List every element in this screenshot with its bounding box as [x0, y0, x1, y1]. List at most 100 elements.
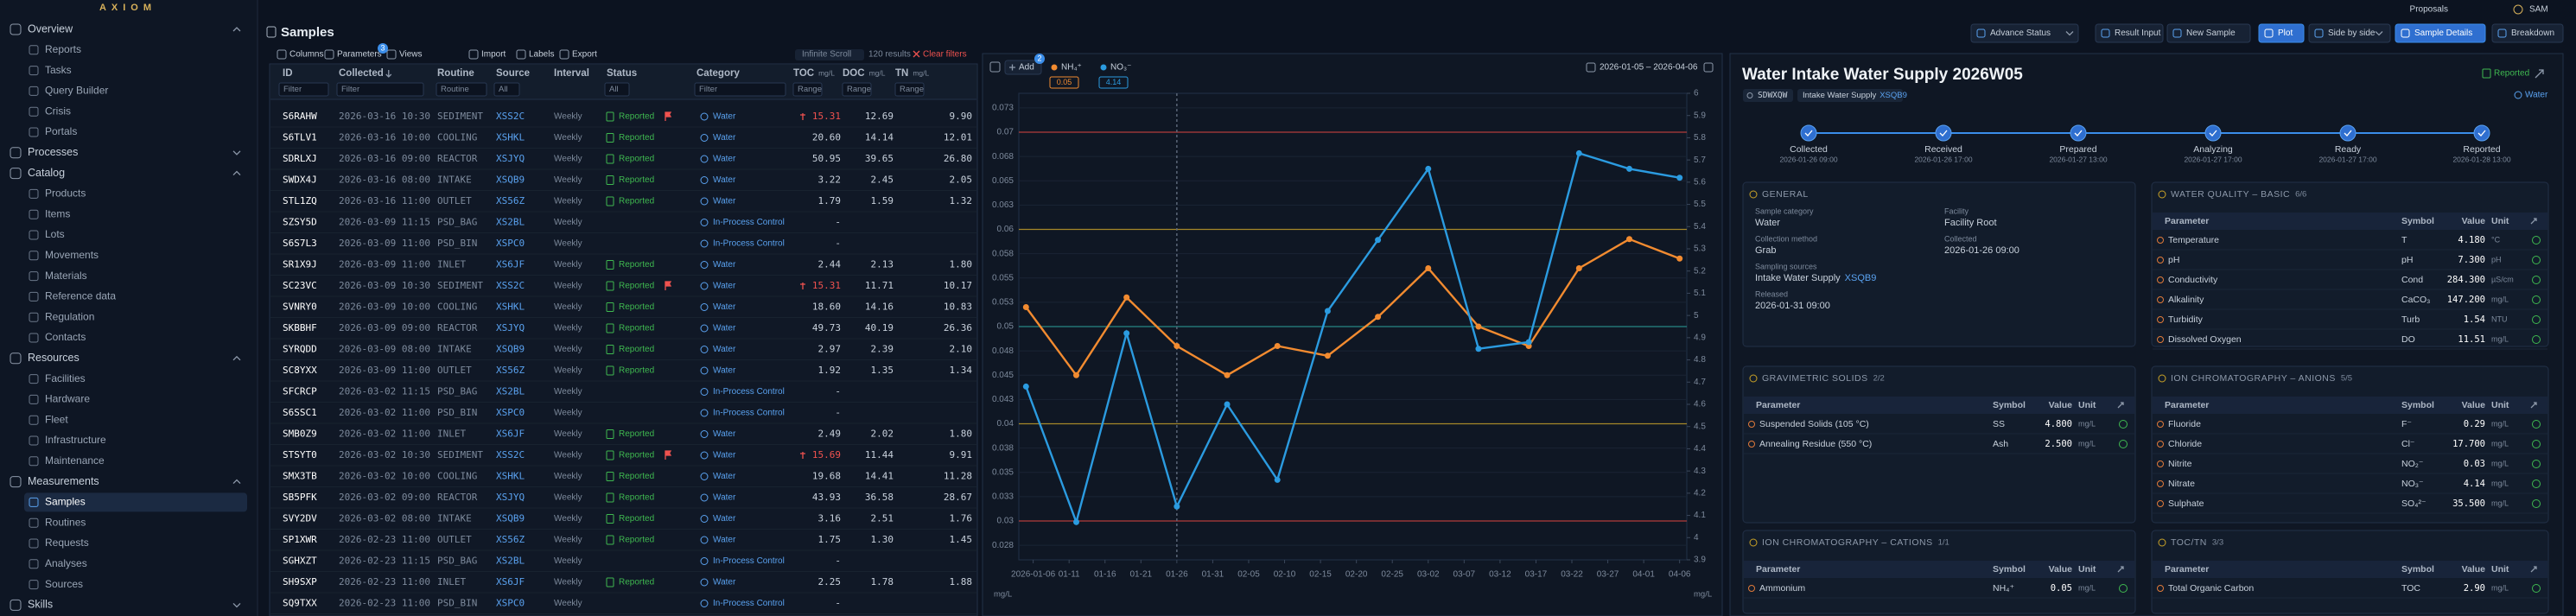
nav-item[interactable]: Movements — [45, 249, 99, 261]
nav-item[interactable]: Products — [45, 187, 86, 200]
data-point[interactable] — [1174, 503, 1180, 510]
nav-item[interactable]: Reference data — [45, 290, 116, 302]
user[interactable]: SAM — [2529, 5, 2548, 15]
data-point[interactable] — [1626, 165, 1633, 172]
nav-item[interactable]: Analyses — [45, 557, 87, 569]
cell-id[interactable]: SMB0Z9 — [283, 429, 317, 440]
nav-item[interactable]: Sources — [45, 578, 83, 590]
cell-id[interactable]: S6SSC1 — [283, 407, 317, 418]
column-header[interactable]: Collected — [339, 68, 384, 79]
column-header[interactable]: Routine — [437, 68, 474, 79]
cell-source[interactable]: XS2BL — [496, 386, 525, 397]
nav-item[interactable]: Reports — [45, 43, 81, 55]
action-button[interactable] — [2166, 23, 2251, 43]
category[interactable]: In-Process Control — [713, 599, 785, 608]
data-point[interactable] — [1274, 343, 1281, 349]
select-all[interactable] — [989, 61, 1001, 73]
category[interactable]: Water — [713, 155, 736, 164]
data-point[interactable] — [1324, 352, 1331, 359]
cell-id[interactable]: S6S7L3 — [283, 238, 317, 249]
data-point[interactable] — [1072, 518, 1079, 525]
action-label[interactable]: Breakdown — [2511, 29, 2554, 38]
data-point[interactable] — [1123, 330, 1130, 337]
filter-input[interactable] — [278, 82, 329, 97]
nav-section[interactable]: Processes — [28, 146, 78, 158]
cell-source[interactable]: XSJYQ — [496, 322, 525, 333]
nav-item[interactable]: Query Builder — [45, 85, 108, 97]
cell-id[interactable]: SVY2DV — [283, 513, 317, 524]
cell-source[interactable]: XSPC0 — [496, 238, 525, 249]
nav-section[interactable]: Catalog — [28, 167, 65, 179]
nav-item[interactable]: Maintenance — [45, 454, 105, 467]
data-point[interactable] — [1123, 294, 1130, 301]
cell-id[interactable]: SQ9TXX — [283, 598, 317, 609]
options-icon[interactable] — [1703, 62, 1714, 73]
nav-section[interactable]: Resources — [28, 352, 80, 364]
category[interactable]: Water — [713, 302, 736, 312]
nav-item[interactable]: Infrastructure — [45, 434, 106, 446]
bell-icon[interactable] — [2513, 4, 2523, 15]
action-button[interactable] — [2095, 23, 2164, 43]
cell-source[interactable]: XS2BL — [496, 556, 525, 567]
cell-id[interactable]: SZSY5D — [283, 217, 317, 228]
nav-item[interactable]: Lots — [45, 228, 65, 240]
nav-item[interactable]: Requests — [45, 537, 89, 549]
cell-source[interactable]: XSPC0 — [496, 407, 525, 418]
data-point[interactable] — [1475, 323, 1482, 330]
category[interactable]: In-Process Control — [713, 556, 785, 566]
toolbar-button[interactable]: Parameters — [337, 50, 382, 60]
action-label[interactable]: New Sample — [2186, 29, 2236, 38]
clear-filters[interactable]: Clear filters — [923, 50, 967, 60]
category[interactable]: Water — [713, 578, 736, 587]
nav-section[interactable]: Overview — [28, 22, 73, 35]
cell-source[interactable]: XSHKL — [496, 471, 525, 482]
cell-id[interactable]: SGHXZT — [283, 556, 317, 567]
toolbar-button[interactable]: Labels — [529, 50, 554, 60]
category[interactable]: In-Process Control — [713, 409, 785, 418]
cell-source[interactable]: XSS2C — [496, 449, 525, 460]
nav-item[interactable]: Items — [45, 207, 70, 219]
column-header[interactable]: Interval — [554, 68, 589, 79]
cell-id[interactable]: S6RAHW — [283, 111, 317, 122]
data-point[interactable] — [1022, 304, 1029, 310]
cell-source[interactable]: XSS2C — [496, 280, 525, 291]
data-point[interactable] — [1425, 165, 1432, 172]
cell-source[interactable]: XS56Z — [496, 534, 525, 545]
data-point[interactable] — [1224, 401, 1231, 408]
data-point[interactable] — [1174, 343, 1180, 349]
action-label[interactable]: Advance Status — [1990, 29, 2051, 38]
category[interactable]: In-Process Control — [713, 239, 785, 249]
nav-item[interactable]: Crisis — [45, 105, 71, 117]
column-header[interactable]: TOC — [793, 68, 814, 79]
data-point[interactable] — [1676, 175, 1683, 181]
cell-id[interactable]: SFCRCP — [283, 386, 317, 397]
cell-source[interactable]: XSQB9 — [496, 175, 525, 186]
action-button[interactable] — [1970, 23, 2079, 43]
toolbar-button[interactable]: Import — [481, 50, 506, 60]
nav-item[interactable]: Tasks — [45, 64, 72, 76]
filter-input[interactable] — [436, 82, 487, 97]
filter-input[interactable] — [604, 82, 630, 97]
legend-label[interactable]: NO₃⁻ — [1110, 63, 1131, 73]
data-point[interactable] — [1575, 265, 1582, 271]
data-point[interactable] — [1525, 339, 1532, 346]
filter-input[interactable] — [694, 82, 786, 97]
cell-source[interactable]: XSPC0 — [496, 598, 525, 609]
action-label[interactable]: Sample Details — [2414, 29, 2472, 38]
nav-item[interactable]: Portals — [45, 125, 77, 137]
cell-source[interactable]: XSQB9 — [496, 344, 525, 355]
cell-source[interactable]: XS2BL — [496, 217, 525, 228]
cell-id[interactable]: SC8YXX — [283, 365, 317, 376]
category[interactable]: Water — [713, 429, 736, 439]
cell-id[interactable]: SDRLXJ — [283, 153, 317, 164]
cell-id[interactable]: SKBBHF — [283, 322, 317, 333]
toolbar-button[interactable]: Views — [399, 50, 423, 60]
cell-source[interactable]: XSHKL — [496, 302, 525, 313]
data-point[interactable] — [1475, 346, 1482, 352]
add-button[interactable] — [1004, 60, 1042, 75]
cell-id[interactable]: SYRQDD — [283, 344, 317, 355]
action-button[interactable] — [2258, 23, 2305, 43]
filter-input[interactable] — [894, 82, 925, 97]
filter-input[interactable] — [842, 82, 872, 97]
data-point[interactable] — [1274, 476, 1281, 483]
